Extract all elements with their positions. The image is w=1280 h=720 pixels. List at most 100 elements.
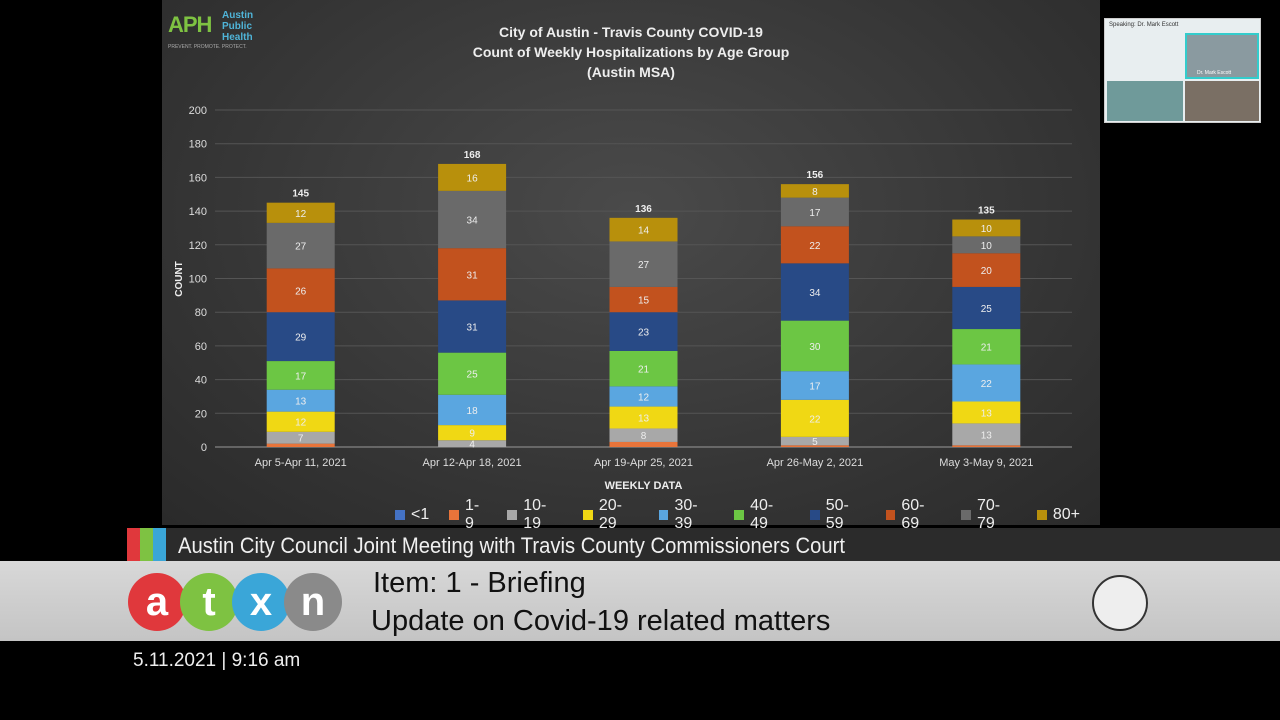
x-tick-label: Apr 12-Apr 18, 2021	[423, 457, 522, 469]
legend-item: 30-39	[658, 497, 715, 533]
bar-segment-10-19	[952, 423, 1021, 446]
data-label: 17	[809, 381, 821, 392]
city-seal-logo	[1092, 575, 1148, 631]
data-label: 12	[295, 418, 307, 429]
legend-swatch	[395, 510, 405, 520]
y-tick-label: 140	[189, 206, 207, 218]
legend-item: 80+	[1036, 497, 1080, 533]
y-tick-label: 160	[189, 172, 207, 184]
bar-segment-10-19	[609, 428, 678, 442]
bar-segment-20-29	[438, 425, 507, 441]
legend-label: 60-69	[901, 497, 925, 532]
color-stripe	[127, 528, 140, 561]
x-tick-label: May 3-May 9, 2021	[939, 457, 1033, 469]
legend-swatch	[1036, 510, 1047, 520]
data-label: 31	[467, 323, 479, 334]
title-line: Count of Weekly Hospitalizations by Age …	[472, 44, 790, 60]
color-stripe	[153, 528, 166, 561]
data-label: 10	[981, 241, 993, 252]
logo-abbr: APH	[168, 12, 212, 37]
legend-label: 40-49	[750, 497, 774, 532]
atxn-logo-t: t	[180, 573, 238, 631]
total-label: 135	[978, 206, 995, 217]
x-tick-label: Apr 19-Apr 25, 2021	[594, 457, 693, 469]
data-label: 10	[981, 224, 993, 235]
legend-swatch	[449, 510, 459, 520]
total-label: 136	[635, 204, 652, 215]
data-label: 31	[467, 270, 479, 281]
data-label: 27	[295, 242, 307, 253]
bar-segment-10-19	[438, 440, 507, 447]
bar-segment-40-49	[952, 329, 1021, 365]
data-label: 26	[295, 286, 307, 297]
legend: <1 1-9 10-19 20-29 30-39 40-49 50-59 60-69 70-79…	[395, 497, 1100, 533]
bar-segment-40-49	[266, 361, 335, 390]
bar-segment-80+	[266, 202, 335, 223]
bar-segment-20-29	[780, 399, 849, 437]
legend-swatch	[734, 510, 745, 520]
data-label: 17	[295, 371, 307, 382]
meeting-title-bar: Austin City Council Joint Meeting with T…	[127, 528, 1280, 561]
bar-segment-50-59	[266, 312, 335, 362]
bar-segment-30-39	[438, 394, 507, 426]
y-tick-label: 120	[189, 240, 207, 252]
legend-swatch	[961, 510, 971, 520]
atxn-logo-x: x	[232, 573, 290, 631]
data-label: 12	[638, 392, 650, 403]
bar-segment-30-39	[780, 371, 849, 400]
x-tick-label: Apr 26-May 2, 2021	[767, 457, 864, 469]
legend-label: 50-59	[825, 497, 849, 532]
bar-segment-1-9	[609, 441, 678, 447]
legend-label: 10-19	[523, 497, 547, 532]
bar-segment-60-69	[266, 268, 335, 313]
atxn-logo-a: a	[128, 573, 186, 631]
stacked-bar-chart: 0 20 40 60 80 100 120 140 160 180 200 COUNT WEEKLY D…	[174, 105, 1072, 492]
legend-swatch	[809, 510, 820, 520]
bar-segment-70-79	[609, 241, 678, 287]
bar-segment-30-39	[952, 364, 1021, 402]
legend-label: 30-39	[674, 497, 698, 532]
data-label: 13	[981, 430, 993, 441]
legend-swatch	[885, 510, 896, 520]
bar-segment-60-69	[438, 248, 507, 301]
bar-segment-20-29	[266, 411, 335, 432]
bar-segment-20-29	[952, 401, 1021, 424]
speaking-label: Speaking: Dr. Mark Escott	[1109, 22, 1179, 28]
legend-item: 70-79	[961, 497, 1017, 533]
y-tick-label: 100	[189, 274, 207, 286]
total-label: 145	[292, 189, 309, 200]
y-tick-label: 200	[189, 105, 207, 117]
bar-segment-70-79	[952, 236, 1021, 254]
aph-logo: APH Austin Public Health PREVENT. PROMOT…	[166, 6, 262, 50]
video-call-overlay: Speaking: Dr. Mark Escott Dr. Mark Escot…	[1104, 18, 1261, 123]
bar-segment-80+	[952, 219, 1021, 237]
title-line: (Austin MSA)	[587, 64, 675, 80]
legend-item: 1-9	[449, 497, 487, 533]
agenda-item: Item: 1 - Briefing	[373, 567, 586, 599]
data-label: 13	[638, 414, 650, 425]
legend-label: 1-9	[464, 497, 480, 532]
agenda-item-bar: a t x n Item: 1 - Briefing Update on Cov…	[0, 561, 1280, 641]
data-label: 22	[981, 379, 993, 390]
legend-swatch	[658, 510, 669, 520]
bar-segment-60-69	[609, 286, 678, 313]
participant-video-tile	[1185, 81, 1259, 121]
data-label: 22	[809, 414, 821, 425]
data-label: 14	[638, 226, 650, 237]
data-label: 29	[295, 333, 307, 344]
bar-segment-10-19	[780, 436, 849, 446]
bar-segment-70-79	[438, 190, 507, 249]
legend-item: <1	[395, 497, 429, 533]
data-label: 7	[298, 434, 304, 445]
data-label: 12	[295, 209, 307, 220]
x-axis-label: WEEKLY DATA	[605, 480, 683, 492]
data-label: 22	[809, 241, 821, 252]
bar-segment-50-59	[438, 300, 507, 353]
bar-segment-40-49	[780, 320, 849, 372]
chart-title: City of Austin - Travis County COVID-19 …	[162, 22, 1100, 82]
bar-segment-80+	[438, 163, 507, 191]
y-tick-label: 0	[201, 442, 207, 454]
data-label: 20	[981, 266, 993, 277]
data-label: 25	[467, 370, 479, 381]
agenda-topic: Update on Covid-19 related matters	[371, 605, 831, 637]
